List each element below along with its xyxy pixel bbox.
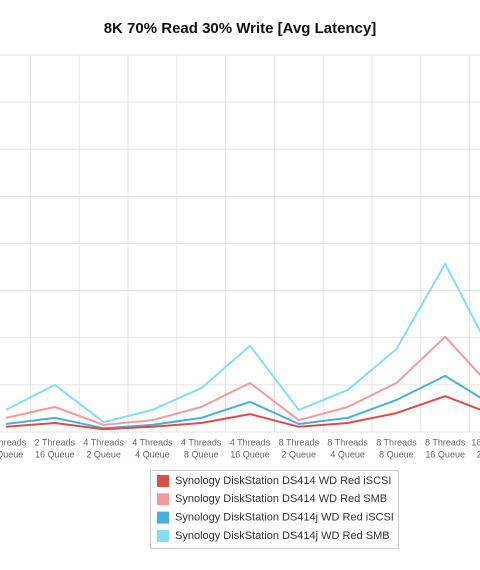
legend-swatch xyxy=(157,511,169,524)
series-line xyxy=(5,262,480,424)
series-line xyxy=(5,335,480,426)
x-tick-label: 4 Queue xyxy=(135,449,170,459)
legend-label: Synology DiskStation DS414j WD Red iSCSI xyxy=(175,512,394,524)
x-tick-label: 4 Threads xyxy=(83,437,124,447)
legend-label: Synology DiskStation DS414 WD Red SMB xyxy=(175,493,387,505)
legend-label: Synology DiskStation DS414 WD Red iSCSI xyxy=(175,475,391,487)
chart-title: 8K 70% Read 30% Write [Avg Latency] xyxy=(104,20,377,37)
x-tick-label: 2 Queue xyxy=(477,449,480,459)
x-tick-label: 8 Threads xyxy=(327,437,368,447)
legend-swatch xyxy=(157,493,169,506)
legend-swatch xyxy=(157,475,169,487)
x-tick-label: 4 Threads xyxy=(132,437,173,447)
x-tick-label: 2 Threads xyxy=(35,437,76,447)
x-tick-label: 16 Queue xyxy=(230,449,270,459)
x-tick-label: 2 Threads xyxy=(0,437,27,447)
series-line xyxy=(5,395,480,431)
x-tick-label: 16 Threads xyxy=(471,437,480,447)
legend-swatch xyxy=(157,529,169,542)
x-tick-label: 2 Queue xyxy=(86,449,121,459)
x-tick-label: 8 Queue xyxy=(0,449,23,459)
x-tick-label: 4 Threads xyxy=(230,437,271,447)
x-tick-label: 4 Threads xyxy=(181,437,222,447)
x-tick-label: 2 Queue xyxy=(282,449,317,459)
legend-box xyxy=(150,470,399,549)
x-tick-label: 8 Threads xyxy=(376,437,417,447)
x-tick-label: 16 Queue xyxy=(35,449,75,459)
x-tick-label: 8 Queue xyxy=(379,449,414,459)
series-line xyxy=(5,374,480,430)
x-tick-label: 8 Threads xyxy=(425,437,466,447)
x-tick-label: 8 Queue xyxy=(184,449,219,459)
x-tick-label: 4 Queue xyxy=(330,449,365,459)
legend-label: Synology DiskStation DS414j WD Red SMB xyxy=(175,530,390,542)
x-tick-label: 16 Queue xyxy=(425,449,465,459)
x-tick-label: 8 Threads xyxy=(279,437,320,447)
